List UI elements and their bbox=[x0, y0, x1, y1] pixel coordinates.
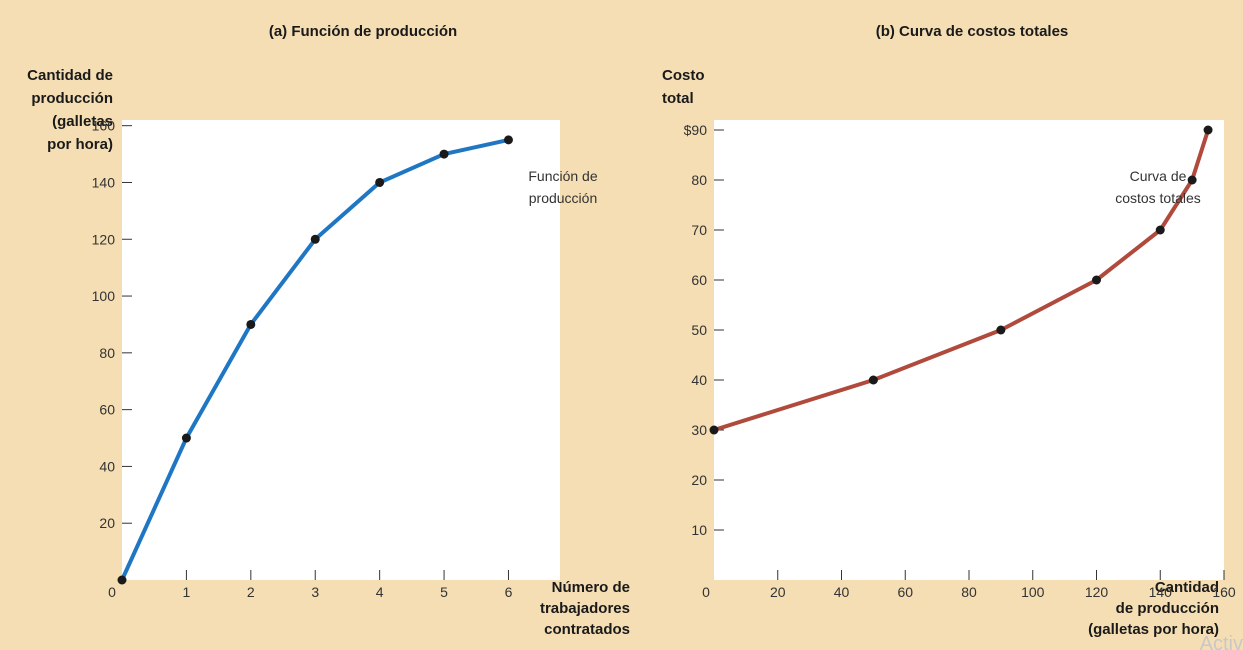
y-tick-label-b: $90 bbox=[684, 122, 708, 138]
y-tick-label-b: 10 bbox=[691, 522, 707, 538]
data-point-b bbox=[868, 375, 878, 385]
y-tick-label-a: 160 bbox=[92, 118, 116, 134]
x-tick-label-a: 0 bbox=[108, 584, 116, 600]
y-tick-label-b: 70 bbox=[691, 222, 707, 238]
curve-annotation-a: producción bbox=[529, 190, 598, 206]
y-tick-label-a: 80 bbox=[99, 345, 115, 361]
x-tick-label-a: 4 bbox=[376, 584, 384, 600]
data-point-b bbox=[1187, 175, 1197, 185]
data-point-b bbox=[1092, 275, 1101, 285]
x-tick-label-a: 5 bbox=[440, 584, 448, 600]
plot-area-a bbox=[122, 120, 560, 580]
y-tick-label-a: 120 bbox=[92, 231, 116, 247]
x-tick-label-a: 6 bbox=[505, 584, 513, 600]
data-point-b bbox=[1203, 125, 1213, 135]
x-tick-label-b: 100 bbox=[1021, 584, 1045, 600]
y-tick-label-a: 40 bbox=[99, 458, 115, 474]
curve-annotation-b: Curva de bbox=[1130, 168, 1187, 184]
curve-annotation-a: Función de bbox=[528, 168, 597, 184]
y-tick-label-a: 100 bbox=[92, 288, 116, 304]
chart-title-b: (b) Curva de costos totales bbox=[876, 23, 1069, 40]
y-tick-label-b: 30 bbox=[691, 422, 707, 438]
data-point-a bbox=[439, 149, 449, 159]
data-point-a bbox=[246, 319, 256, 329]
watermark-text: Activ bbox=[1200, 633, 1243, 650]
x-origin-label-b: 0 bbox=[702, 584, 710, 600]
data-point-b bbox=[709, 425, 719, 435]
y-tick-label-b: 60 bbox=[691, 272, 707, 288]
x-axis-label-b: de producción bbox=[1116, 600, 1219, 617]
y-tick-label-b: 20 bbox=[691, 472, 707, 488]
y-axis-label-a: Cantidad de bbox=[27, 67, 113, 84]
x-tick-label-b: 40 bbox=[834, 584, 850, 600]
data-point-a bbox=[375, 177, 385, 187]
y-tick-label-b: 80 bbox=[691, 172, 707, 188]
y-axis-label-a: (galletas bbox=[52, 113, 113, 130]
x-tick-label-b: 120 bbox=[1085, 584, 1109, 600]
y-axis-label-b: Costo bbox=[662, 67, 705, 84]
x-tick-label-b: 60 bbox=[897, 584, 913, 600]
x-tick-label-b: 160 bbox=[1212, 584, 1236, 600]
y-axis-label-a: producción bbox=[31, 90, 113, 107]
y-tick-label-a: 20 bbox=[99, 515, 115, 531]
y-tick-label-a: 60 bbox=[99, 402, 115, 418]
x-tick-label-b: 140 bbox=[1149, 584, 1173, 600]
curve-annotation-b: costos totales bbox=[1115, 190, 1201, 206]
data-point-a bbox=[310, 234, 320, 244]
x-axis-label-b: (galletas por hora) bbox=[1088, 621, 1219, 638]
x-tick-label-b: 80 bbox=[961, 584, 977, 600]
x-tick-label-a: 3 bbox=[311, 584, 319, 600]
y-axis-label-a: por hora) bbox=[47, 136, 113, 153]
x-axis-label-a: trabajadores bbox=[540, 600, 630, 617]
x-axis-label-a: Número de bbox=[552, 579, 630, 596]
y-axis-label-b: total bbox=[662, 90, 694, 107]
x-axis-label-a: contratados bbox=[544, 621, 630, 638]
x-tick-label-a: 2 bbox=[247, 584, 255, 600]
x-tick-label-b: 20 bbox=[770, 584, 786, 600]
chart-title-a: (a) Función de producción bbox=[269, 23, 457, 40]
data-point-a bbox=[117, 575, 127, 585]
data-point-a bbox=[181, 433, 191, 443]
y-tick-label-b: 40 bbox=[691, 372, 707, 388]
y-tick-label-b: 50 bbox=[691, 322, 707, 338]
data-point-a bbox=[503, 135, 513, 145]
x-tick-label-a: 1 bbox=[183, 584, 191, 600]
data-point-b bbox=[1155, 225, 1165, 235]
plot-area-b bbox=[714, 120, 1224, 580]
data-point-b bbox=[996, 325, 1006, 335]
y-tick-label-a: 140 bbox=[92, 174, 116, 190]
x-axis-label-b: Cantidad bbox=[1155, 579, 1219, 596]
